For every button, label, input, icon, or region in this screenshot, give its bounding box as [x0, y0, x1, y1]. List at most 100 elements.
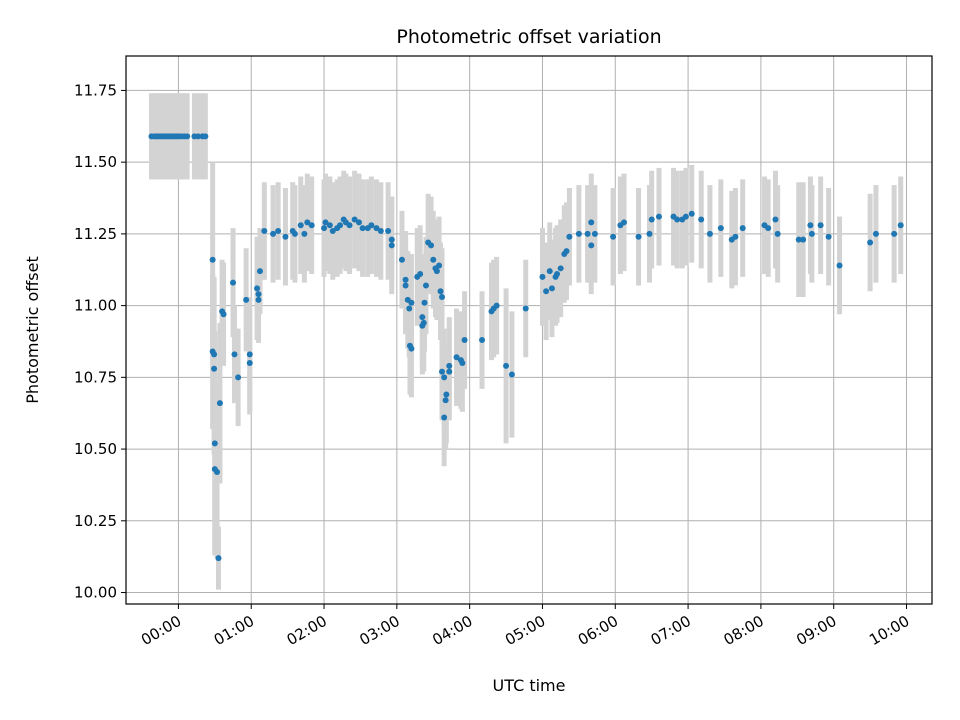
data-point [591, 230, 598, 237]
data-point [254, 285, 261, 292]
data-point [235, 374, 242, 381]
data-point [503, 362, 510, 369]
data-point [261, 228, 268, 235]
data-point [438, 294, 445, 301]
data-point [301, 230, 308, 237]
data-point [867, 239, 874, 246]
data-point [508, 371, 515, 378]
data-point [706, 230, 713, 237]
data-point [655, 213, 662, 220]
data-point [275, 228, 282, 235]
data-point [795, 236, 802, 243]
data-point [891, 230, 898, 237]
data-point [459, 359, 466, 366]
data-point [243, 296, 250, 303]
data-point [428, 242, 435, 249]
data-point [548, 285, 555, 292]
data-point [442, 397, 449, 404]
data-point [255, 296, 262, 303]
data-point [337, 222, 344, 229]
data-point [437, 288, 444, 295]
data-point [897, 222, 904, 229]
data-point [648, 216, 655, 223]
data-point [635, 233, 642, 240]
data-point [446, 362, 453, 369]
data-point [800, 236, 807, 243]
data-point [385, 228, 392, 235]
data-point [326, 222, 333, 229]
data-point [438, 368, 445, 375]
data-point [774, 230, 781, 237]
data-point [563, 248, 570, 255]
data-point [230, 279, 237, 286]
data-point [646, 230, 653, 237]
chart-title: Photometric offset variation [396, 26, 661, 48]
data-point [575, 230, 582, 237]
y-tick-label: 11.50 [74, 153, 117, 171]
data-point [732, 233, 739, 240]
y-tick-label: 11.75 [74, 81, 117, 99]
y-tick-label: 10.00 [74, 584, 117, 602]
x-axis-label: UTC time [493, 676, 566, 695]
data-point [355, 219, 362, 226]
data-point [329, 228, 336, 235]
data-point [772, 216, 779, 223]
data-point [621, 219, 628, 226]
data-point [446, 368, 453, 375]
data-point [215, 555, 222, 562]
data-point [406, 305, 413, 312]
data-point [584, 230, 591, 237]
data-point [322, 219, 329, 226]
data-point [493, 302, 500, 309]
data-point [539, 273, 546, 280]
data-point [443, 391, 450, 398]
data-point [402, 276, 409, 283]
data-point [441, 374, 448, 381]
data-point [688, 210, 695, 217]
data-point [461, 337, 468, 344]
data-point [557, 265, 564, 272]
data-point [479, 337, 486, 344]
data-point [554, 271, 561, 278]
data-point [807, 222, 814, 229]
data-point [717, 225, 724, 232]
data-point [422, 282, 429, 289]
y-tick-label: 10.25 [74, 512, 117, 530]
data-point [359, 225, 366, 232]
data-point [246, 359, 253, 366]
data-point [453, 354, 460, 361]
data-point [836, 262, 843, 269]
data-point [566, 233, 573, 240]
data-point [682, 213, 689, 220]
data-point [408, 345, 415, 352]
data-point [214, 469, 221, 476]
data-point [195, 133, 202, 140]
data-point [420, 319, 427, 326]
y-axis-ticks: 10.00 10.25 10.50 10.75 11.00 11.25 11.50 11.75 [74, 81, 126, 602]
data-point [441, 414, 448, 421]
plot-frame [125, 55, 933, 605]
data-point [417, 271, 424, 278]
data-point [246, 351, 253, 358]
data-point [388, 242, 395, 249]
y-tick-label: 11.00 [74, 297, 117, 315]
data-point [184, 133, 191, 140]
data-point [377, 228, 384, 235]
data-point [588, 219, 595, 226]
data-point [308, 222, 315, 229]
data-point [433, 268, 440, 275]
data-point [373, 225, 380, 232]
data-point [825, 233, 832, 240]
data-point [231, 351, 238, 358]
data-point [588, 242, 595, 249]
data-point [282, 233, 289, 240]
y-tick-label: 10.50 [74, 440, 117, 458]
y-tick-label: 10.75 [74, 368, 117, 386]
data-point [698, 216, 705, 223]
data-point [255, 291, 262, 298]
data-point [216, 400, 223, 407]
data-point [739, 225, 746, 232]
data-point [304, 219, 311, 226]
data-point [270, 230, 277, 237]
